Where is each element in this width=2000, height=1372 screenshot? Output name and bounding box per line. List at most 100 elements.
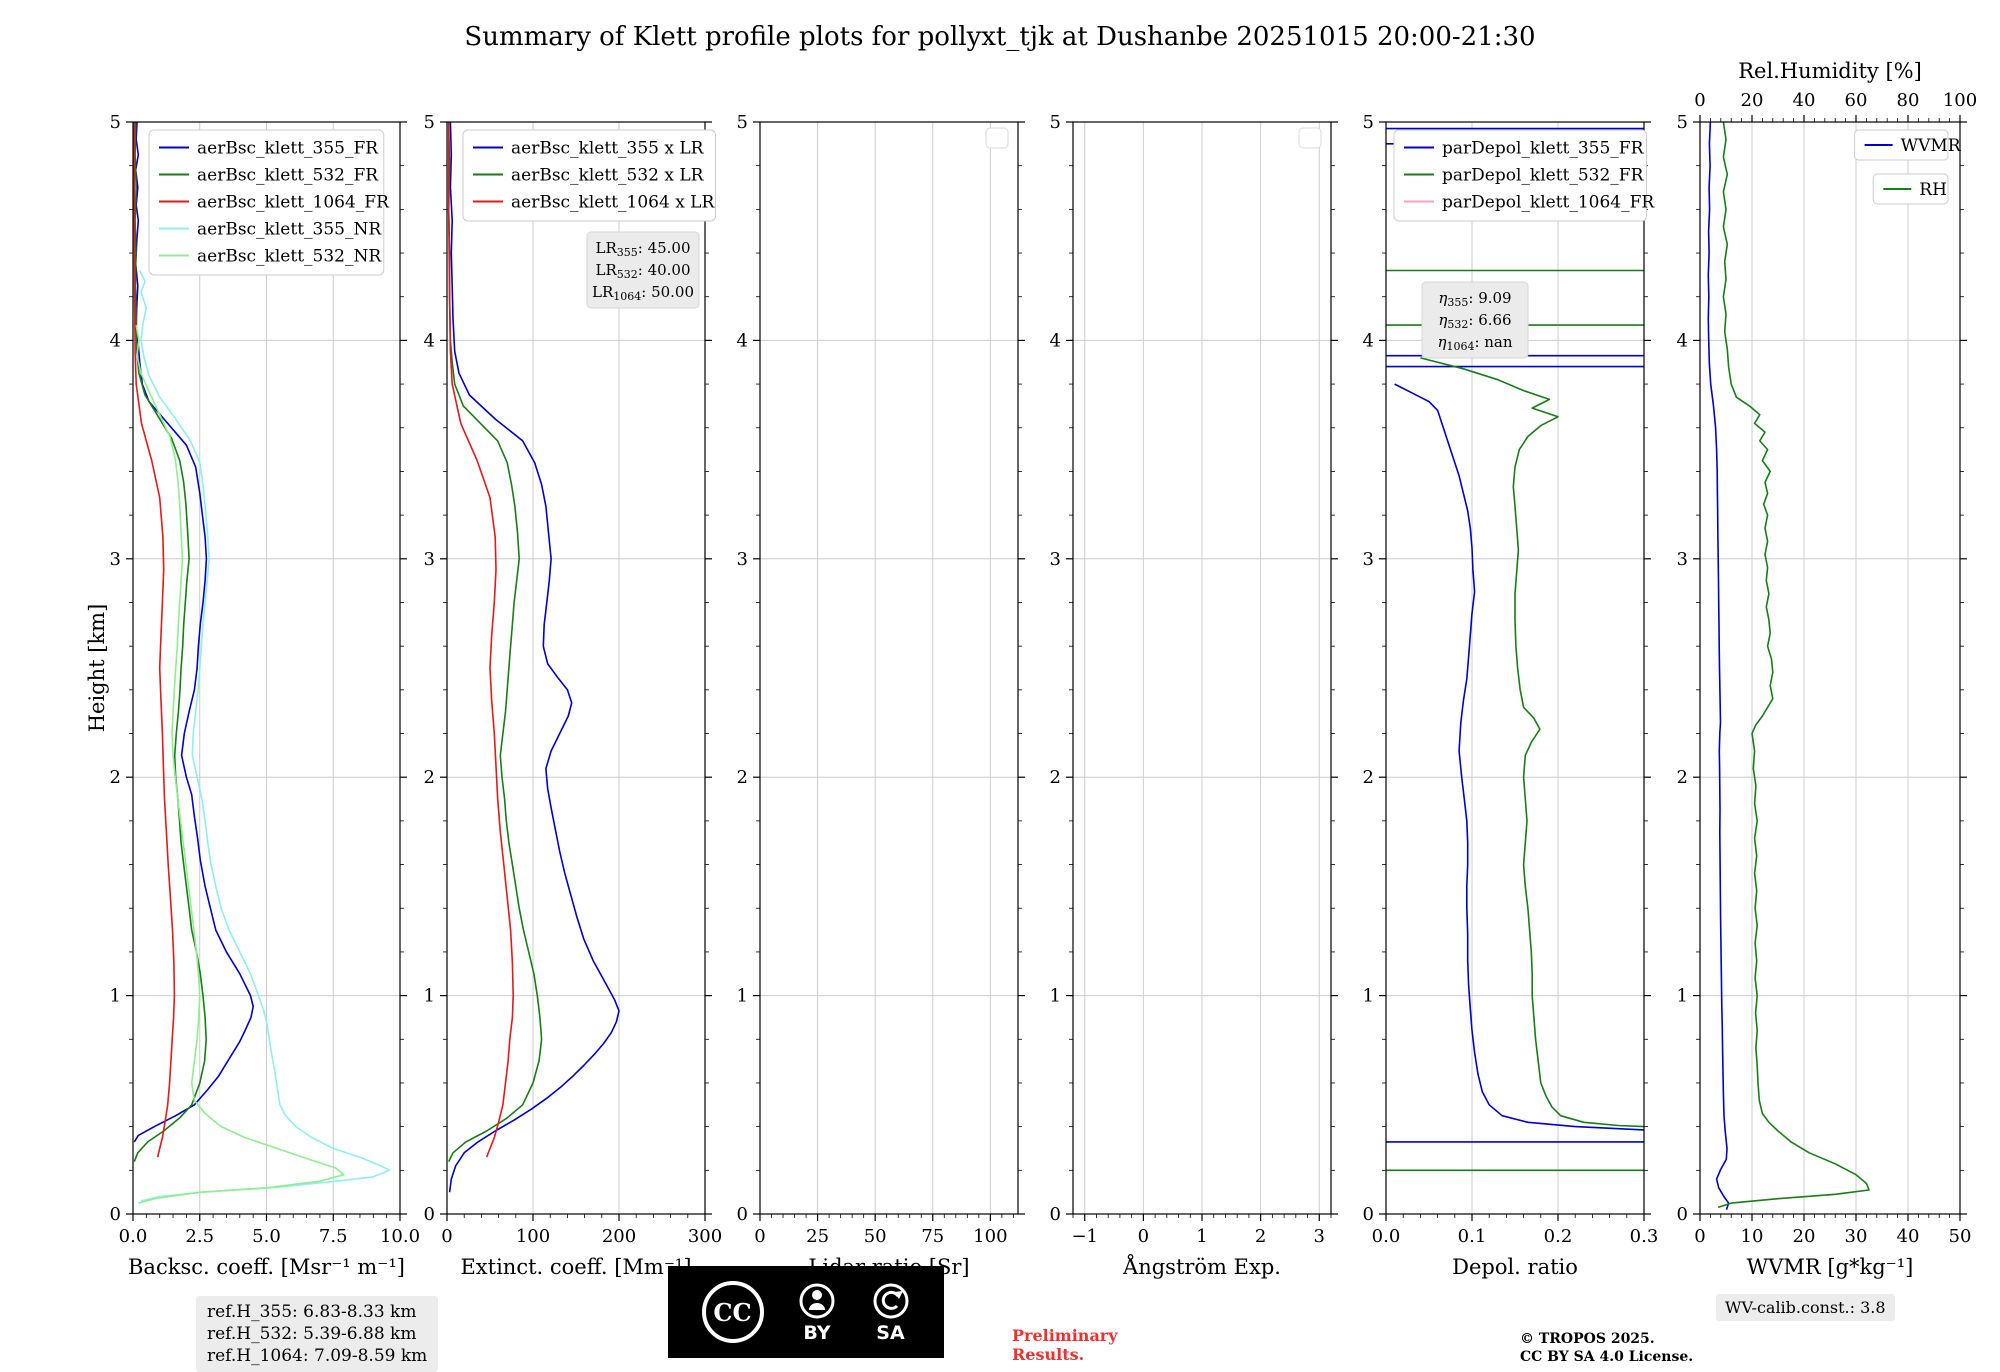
series-aerBsc_klett_532_NR — [135, 324, 345, 1204]
svg-text:Ångström Exp.: Ångström Exp. — [1122, 1254, 1281, 1279]
tick-labels: 0 100 200 300 0 1 2 3 4 5 Extinct. coeff. [Mm⁻¹] — [424, 112, 723, 1279]
svg-text:25: 25 — [806, 1226, 829, 1247]
svg-text:60: 60 — [1845, 90, 1868, 111]
svg-text:1: 1 — [110, 986, 121, 1007]
legend: WVMR RH — [1854, 129, 1962, 205]
svg-text:80: 80 — [1897, 90, 1920, 111]
cc-logo-icon: CC — [701, 1281, 764, 1343]
svg-text:2: 2 — [110, 767, 121, 788]
axes-frame — [1699, 121, 1961, 1215]
svg-text:0.2: 0.2 — [1544, 1226, 1573, 1247]
grid — [1073, 121, 1331, 1215]
svg-text:1: 1 — [424, 986, 435, 1007]
svg-text:0.1: 0.1 — [1458, 1226, 1487, 1247]
svg-text:100: 100 — [973, 1226, 1007, 1247]
svg-text:4: 4 — [424, 330, 435, 351]
tick-labels: 0255075100012345Lidar ratio [Sr] — [737, 112, 1008, 1279]
grid — [1699, 121, 1961, 1215]
svg-text:200: 200 — [602, 1226, 636, 1247]
svg-text:5: 5 — [1050, 112, 1061, 133]
svg-text:30: 30 — [1845, 1226, 1868, 1247]
axes-frame — [446, 121, 706, 1215]
svg-text:5: 5 — [737, 112, 748, 133]
ticks — [126, 121, 407, 1221]
reference-heights-box: ref.H_355: 6.83-8.33 km ref.H_532: 5.39-… — [196, 1296, 439, 1372]
svg-text:10.0: 10.0 — [380, 1226, 420, 1247]
grid — [446, 121, 706, 1215]
svg-text:0: 0 — [424, 1204, 435, 1225]
svg-text:aerBsc_klett_355_NR: aerBsc_klett_355_NR — [197, 220, 382, 240]
svg-text:0: 0 — [737, 1204, 748, 1225]
svg-text:3: 3 — [1363, 549, 1374, 570]
preliminary-results-note: Preliminary Results. — [1012, 1326, 1118, 1365]
ref-h-1064: ref.H_1064: 7.09-8.59 km — [207, 1346, 428, 1367]
svg-text:aerBsc_klett_355 x LR: aerBsc_klett_355 x LR — [511, 139, 705, 159]
svg-text:3: 3 — [1677, 549, 1688, 570]
svg-text:5: 5 — [424, 112, 435, 133]
svg-text:1: 1 — [1196, 1226, 1207, 1247]
series — [133, 122, 391, 1204]
svg-text:4: 4 — [737, 330, 748, 351]
svg-text:aerBsc_klett_532_FR: aerBsc_klett_532_FR — [197, 166, 379, 186]
svg-text:100: 100 — [516, 1226, 550, 1247]
cc-sa-label: SA — [876, 1321, 905, 1344]
grid — [132, 121, 401, 1215]
legend — [1298, 127, 1322, 149]
svg-text:0: 0 — [754, 1226, 765, 1247]
svg-text:5: 5 — [1677, 112, 1688, 133]
svg-text:10: 10 — [1741, 1226, 1764, 1247]
ticks — [753, 121, 1025, 1221]
svg-text:0.0: 0.0 — [119, 1226, 148, 1247]
series-parDepol_klett_355_FR — [1386, 127, 1644, 1143]
legend: parDepol_klett_355_FR parDepol_klett_532_… — [1393, 129, 1655, 222]
svg-text:1: 1 — [1677, 986, 1688, 1007]
cc-logo-text: CC — [713, 1297, 752, 1327]
svg-text:7.5: 7.5 — [319, 1226, 348, 1247]
svg-text:0: 0 — [1138, 1226, 1149, 1247]
svg-text:aerBsc_klett_532_NR: aerBsc_klett_532_NR — [197, 247, 382, 267]
svg-text:0: 0 — [110, 1204, 121, 1225]
svg-text:WVMR [g*kg⁻¹]: WVMR [g*kg⁻¹] — [1747, 1255, 1914, 1279]
ticks — [1693, 115, 1967, 1221]
svg-text:0.3: 0.3 — [1630, 1226, 1659, 1247]
series-parDepol_klett_532_FR — [1386, 269, 1644, 1172]
svg-text:aerBsc_klett_1064_FR: aerBsc_klett_1064_FR — [197, 193, 390, 213]
svg-text:4: 4 — [1050, 330, 1061, 351]
cc-by-label: BY — [803, 1321, 831, 1344]
legend — [985, 127, 1009, 149]
series-WVMR — [1707, 122, 1730, 1210]
ref-h-355: ref.H_355: 6.83-8.33 km — [207, 1302, 417, 1322]
svg-text:4: 4 — [1677, 330, 1688, 351]
grid — [759, 121, 1018, 1215]
axes-frame — [759, 121, 1019, 1215]
cc-license-badge: CC BY SA — [668, 1266, 944, 1358]
axes-frame — [1385, 121, 1645, 1215]
svg-text:5: 5 — [1363, 112, 1374, 133]
wv-calib-constant: WV-calib.const.: 3.8 — [1716, 1294, 1895, 1321]
svg-text:1: 1 — [737, 986, 748, 1007]
svg-text:3: 3 — [737, 549, 748, 570]
svg-text:4: 4 — [1363, 330, 1374, 351]
axes-frame — [132, 121, 401, 1215]
svg-text:aerBsc_klett_355_FR: aerBsc_klett_355_FR — [197, 139, 379, 159]
svg-text:2: 2 — [424, 767, 435, 788]
ticks — [440, 121, 712, 1221]
svg-text:1: 1 — [1363, 986, 1374, 1007]
series — [447, 122, 620, 1193]
series-aerBsc_klett_355_x_LR — [448, 122, 620, 1193]
series-RH — [1717, 122, 1870, 1209]
tick-labels: 0.0 2.5 5.0 7.5 10.0 0 1 2 3 4 5 Backsc. coeff. [Ms… — [110, 112, 420, 1279]
svg-text:RH: RH — [1919, 180, 1947, 200]
svg-text:Rel.Humidity [%]: Rel.Humidity [%] — [1738, 59, 1922, 83]
svg-text:0: 0 — [1363, 1204, 1374, 1225]
svg-text:η1064: nan: η1064: nan — [1437, 333, 1512, 353]
svg-text:2: 2 — [1677, 767, 1688, 788]
ticks — [1066, 121, 1338, 1221]
